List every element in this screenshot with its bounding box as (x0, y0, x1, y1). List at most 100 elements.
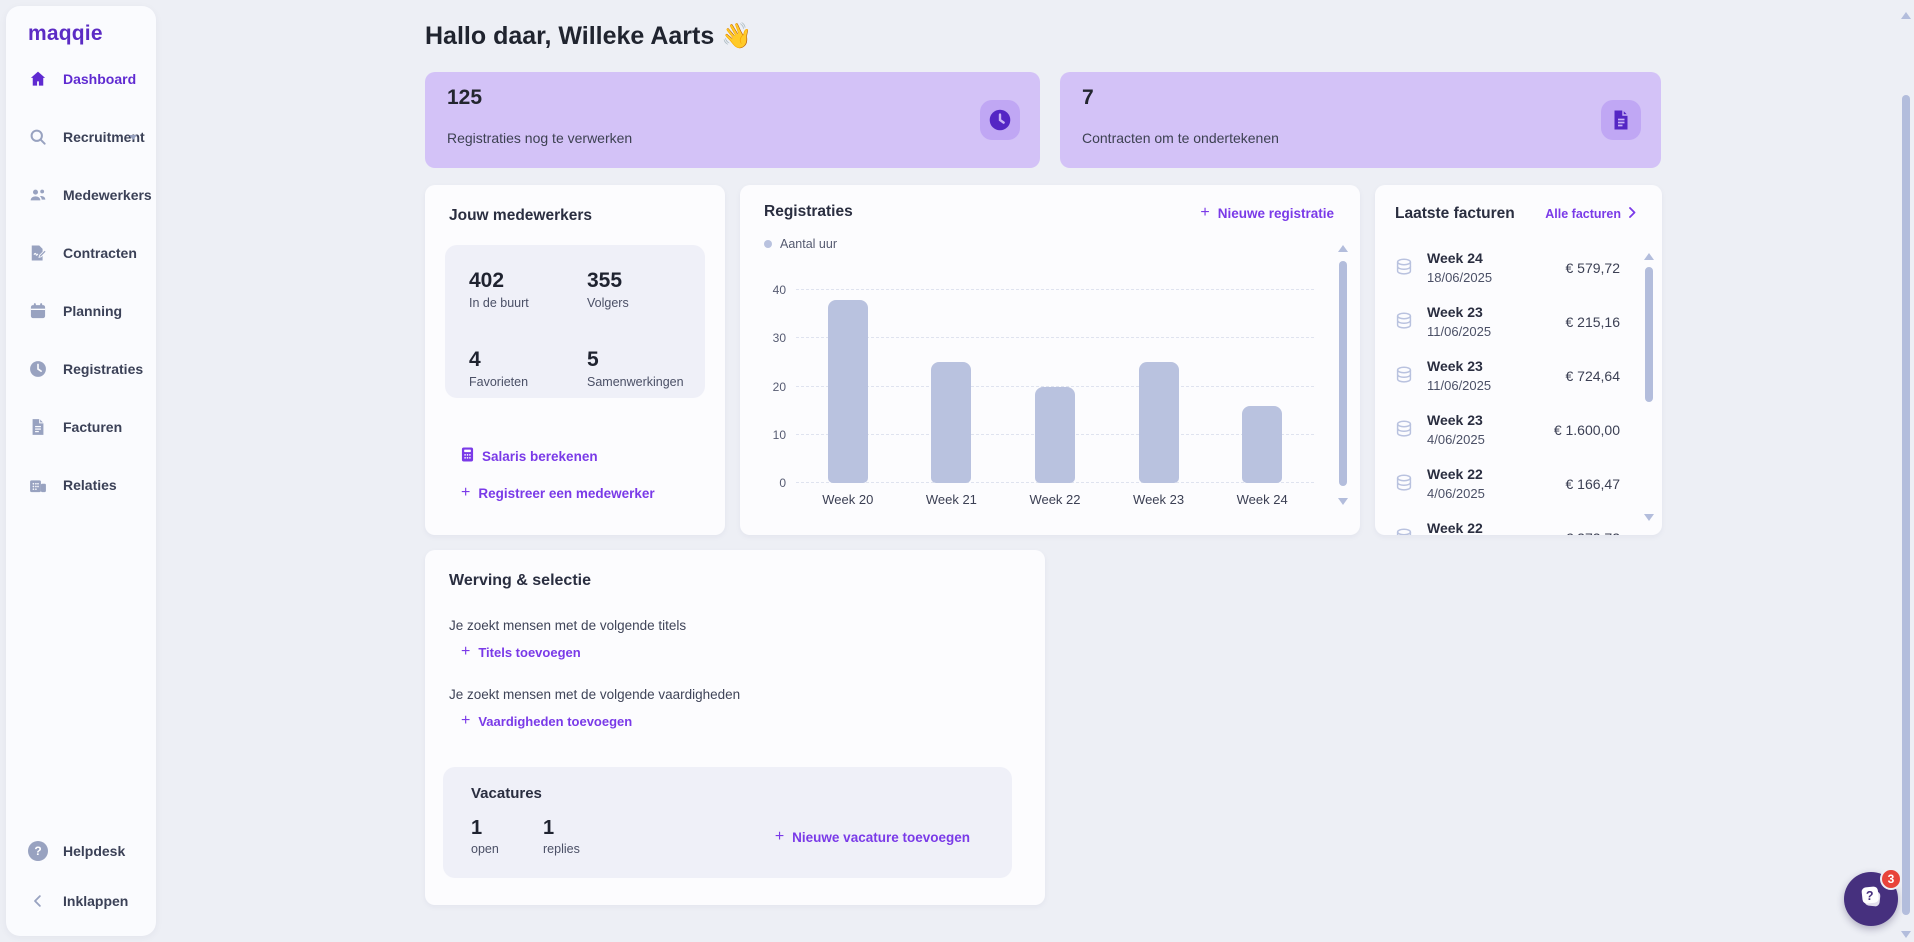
sidebar-item-helpdesk[interactable]: ? Helpdesk (6, 826, 156, 876)
scrollbar-thumb[interactable] (1645, 267, 1653, 402)
scroll-up-arrow[interactable] (1338, 245, 1348, 252)
vacancies-open-stat: 1 open (471, 817, 499, 856)
skills-label: Je zoekt mensen met de volgende vaardigh… (449, 687, 741, 702)
search-icon (28, 127, 48, 147)
stat-value: 7 (1082, 86, 1094, 109)
helpdesk-chat-button[interactable]: ? 3 (1844, 868, 1902, 926)
chart-column: Week 23 (1107, 290, 1211, 507)
scrollbar-thumb[interactable] (1339, 261, 1347, 486)
stat-value: 4 (469, 347, 481, 371)
invoice-week: Week 23 (1427, 358, 1483, 374)
chart-column: Week 22 (1003, 290, 1107, 507)
employees-card: Jouw medewerkers 402 In de buurt 355 Vol… (425, 185, 725, 535)
invoice-row[interactable]: Week 22 € 272,72 (1375, 513, 1662, 535)
invoice-date: 18/06/2025 (1427, 270, 1493, 285)
invoice-week: Week 23 (1427, 304, 1483, 320)
vacancies-replies-stat: 1 replies (543, 817, 580, 856)
building-icon (28, 475, 48, 495)
chart-bars: Week 20 Week 21 Week 22 Week 23 Week 24 (796, 290, 1314, 507)
invoice-row[interactable]: Week 24 18/06/2025 € 579,72 (1375, 243, 1662, 297)
scroll-down-arrow[interactable] (1901, 931, 1911, 938)
coins-icon (1393, 364, 1415, 391)
scrollbar-thumb[interactable] (1902, 95, 1910, 915)
salary-calculate-link[interactable]: Salaris berekenen (461, 447, 655, 465)
coins-icon (1393, 526, 1415, 535)
sidebar-item-contracten[interactable]: Contracten (6, 224, 156, 282)
clock-icon (28, 359, 48, 379)
invoice-week: Week 22 (1427, 520, 1483, 535)
add-titles-link[interactable]: + Titels toevoegen (461, 644, 581, 660)
employees-stats-box: 402 In de buurt 355 Volgers 4 Favorieten… (445, 245, 705, 398)
card-title: Jouw medewerkers (449, 207, 593, 224)
stat-card-contracten[interactable]: 7 Contracten om te ondertekenen (1060, 72, 1661, 168)
y-axis-tick: 10 (772, 427, 786, 442)
page-scrollbar (1901, 0, 1911, 942)
stat-value: 355 (587, 269, 623, 292)
stat-card-registraties[interactable]: 125 Registraties nog te verwerken (425, 72, 1040, 168)
sidebar-item-dashboard[interactable]: Dashboard (6, 50, 156, 108)
bar-week-20 (827, 299, 868, 483)
stat-in-de-buurt: 402 In de buurt (469, 269, 587, 320)
legend-dot-icon (764, 240, 772, 248)
stat-value: 5 (587, 347, 599, 371)
register-employee-link[interactable]: + Registreer een medewerker (461, 485, 655, 501)
scroll-down-arrow[interactable] (1644, 514, 1654, 521)
coins-icon (1393, 472, 1415, 499)
vacancies-box: Vacatures 1 open 1 replies + Nieuwe vaca… (443, 767, 1012, 878)
link-label: Nieuwe vacature toevoegen (792, 829, 970, 845)
y-axis-tick: 40 (772, 283, 786, 297)
invoice-amount: € 579,72 (1565, 260, 1621, 276)
sidebar-item-label: Planning (63, 303, 123, 319)
stat-label: Favorieten (469, 374, 529, 389)
scroll-up-arrow[interactable] (1644, 253, 1654, 260)
sidebar-item-registraties[interactable]: Registraties (6, 340, 156, 398)
home-icon (28, 69, 48, 89)
recruitment-card: Werving & selectie Je zoekt mensen met d… (425, 550, 1045, 905)
link-label: Titels toevoegen (478, 644, 581, 660)
stat-value: 125 (447, 86, 483, 109)
invoice-row[interactable]: Week 23 11/06/2025 € 215,16 (1375, 297, 1662, 351)
add-skills-link[interactable]: + Vaardigheden toevoegen (461, 713, 632, 729)
x-axis-label: Week 23 (1133, 492, 1185, 507)
invoice-icon (28, 417, 48, 437)
sidebar-item-label: Relaties (63, 477, 117, 493)
invoices-scrollbar (1644, 253, 1654, 521)
gridline (796, 289, 1314, 290)
link-label: Registreer een medewerker (478, 485, 655, 501)
new-vacancy-link[interactable]: + Nieuwe vacature toevoegen (775, 829, 970, 845)
question-icon: ? (28, 841, 48, 861)
stat-label: Registraties nog te verwerken (447, 130, 633, 146)
invoice-amount: € 166,47 (1565, 476, 1621, 492)
sidebar-item-recruitment[interactable]: Recruitment (6, 108, 156, 166)
titles-label: Je zoekt mensen met de volgende titels (449, 618, 687, 633)
sidebar-item-planning[interactable]: Planning (6, 282, 156, 340)
plus-icon: + (461, 643, 471, 660)
plus-icon: + (774, 828, 785, 845)
page-title: Hallo daar, Willeke Aarts 👋 (425, 22, 753, 50)
link-label: Salaris berekenen (482, 448, 598, 464)
invoice-row[interactable]: Week 22 4/06/2025 € 166,47 (1375, 459, 1662, 513)
invoice-row[interactable]: Week 23 4/06/2025 € 1.600,00 (1375, 405, 1662, 459)
chevron-down-icon[interactable] (128, 128, 138, 146)
new-registration-link[interactable]: + Nieuwe registratie (1200, 205, 1334, 221)
invoice-row[interactable]: Week 23 11/06/2025 € 724,64 (1375, 351, 1662, 405)
invoice-amount: € 272,72 (1566, 530, 1621, 535)
invoice-week: Week 23 (1427, 412, 1483, 428)
x-axis-label: Week 21 (925, 492, 977, 507)
sidebar-item-medewerkers[interactable]: Medewerkers (6, 166, 156, 224)
scroll-down-arrow[interactable] (1338, 498, 1348, 505)
sidebar-item-relaties[interactable]: Relaties (6, 456, 156, 514)
app-logo[interactable]: maqqie (28, 22, 103, 45)
invoice-amount: € 215,16 (1565, 314, 1621, 330)
bar-chart: 0 10 20 30 40 Week 20 Week 21 Week 22 Week 23 We… (773, 283, 1314, 507)
sidebar-item-facturen[interactable]: Facturen (6, 398, 156, 456)
sidebar-collapse-button[interactable]: Inklappen (6, 876, 156, 926)
x-axis-label: Week 22 (1029, 492, 1081, 507)
chart-scrollbar (1338, 245, 1348, 505)
scroll-up-arrow[interactable] (1901, 12, 1911, 19)
invoices-card: Laatste facturen Alle facturen Week 24 18… (1375, 185, 1662, 535)
all-invoices-link[interactable]: Alle facturen (1545, 207, 1636, 221)
invoice-date: 11/06/2025 (1427, 324, 1492, 339)
notification-badge: 3 (1880, 868, 1902, 890)
invoice-date: 4/06/2025 (1427, 432, 1485, 447)
